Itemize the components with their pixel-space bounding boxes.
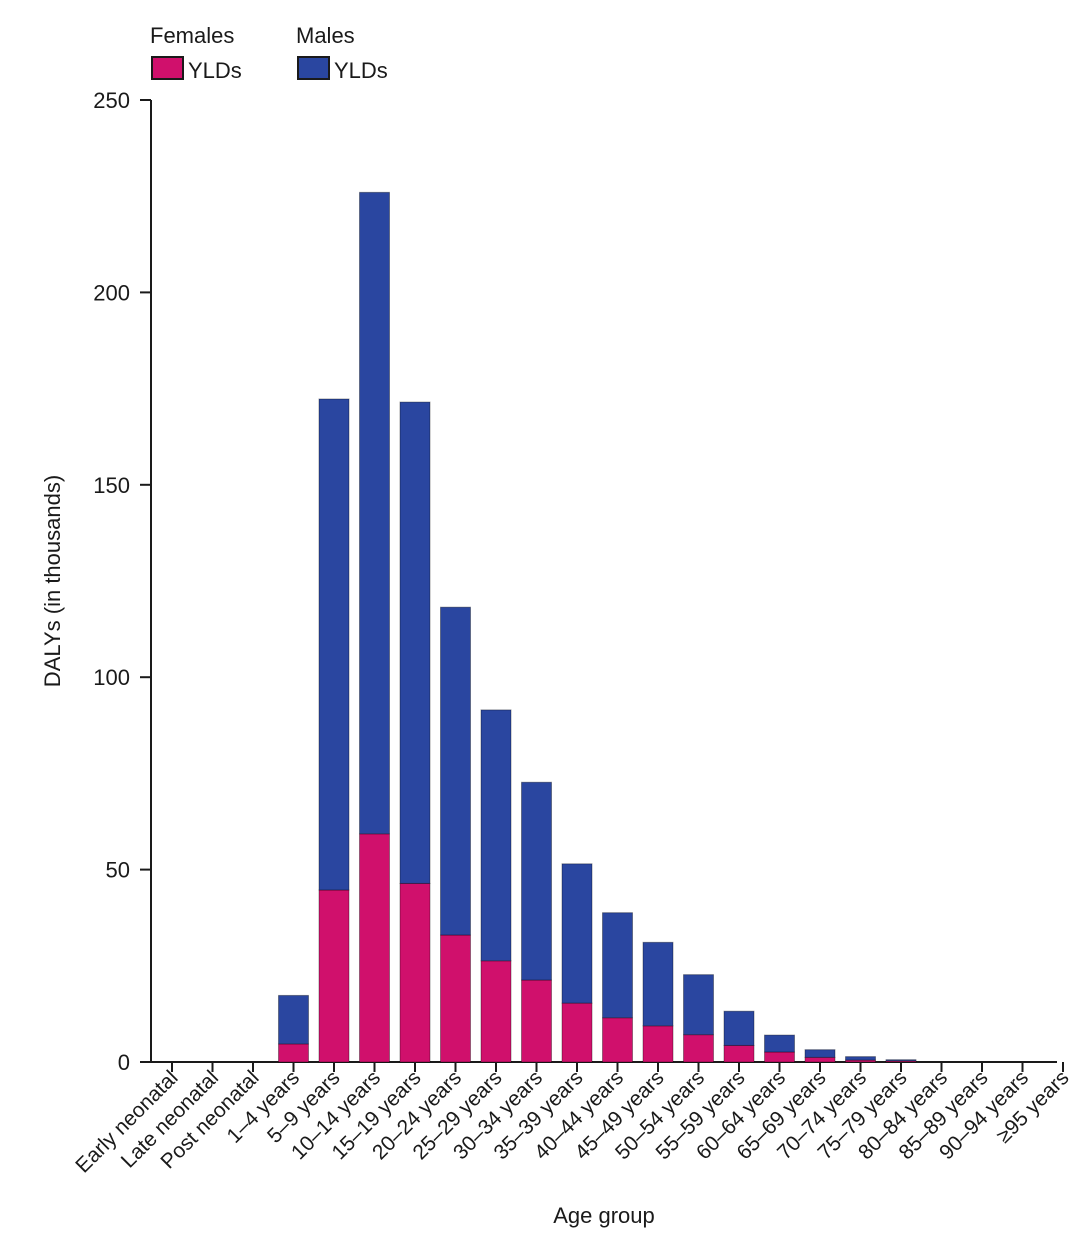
- bar-segment-females: [602, 1017, 633, 1063]
- legend-group-females: Females: [150, 23, 234, 48]
- bar-segment-males: [885, 1059, 917, 1062]
- bar-segment-males: [764, 1034, 795, 1053]
- bar-segment-females: [278, 1043, 309, 1063]
- bar-segment-females: [399, 882, 431, 1063]
- y-tick-label: 200: [93, 280, 130, 305]
- bar-segment-males: [440, 606, 471, 936]
- bar-segment-females: [561, 1002, 593, 1063]
- bars: [278, 191, 917, 1063]
- bar-segment-males: [480, 709, 512, 962]
- bar-segment-females: [642, 1025, 674, 1063]
- bar-segment-males: [561, 863, 593, 1004]
- bar-segment-females: [359, 833, 390, 1063]
- y-tick-label: 50: [106, 858, 130, 883]
- bar-segment-females: [480, 960, 512, 1063]
- bar-segment-males: [359, 191, 390, 835]
- legend-label-females-ylds: YLDs: [188, 58, 242, 83]
- bar-segment-males: [723, 1010, 755, 1046]
- bar-segment-males: [399, 401, 431, 884]
- bar-segment-males: [642, 941, 674, 1027]
- y-axis-ticks: 0 50 100 150 200 250: [93, 88, 151, 1075]
- bar-segment-males: [521, 781, 552, 981]
- bar-segment-males: [845, 1056, 876, 1061]
- bar-segment-females: [440, 934, 471, 1063]
- bar-segment-males: [602, 912, 633, 1019]
- bar-segment-males: [804, 1049, 836, 1058]
- y-tick-label: 100: [93, 665, 130, 690]
- legend-swatch-females: [151, 56, 184, 80]
- bar-segment-females: [764, 1051, 795, 1063]
- bar-segment-females: [521, 979, 552, 1063]
- y-axis-title: DALYs (in thousands): [40, 475, 65, 687]
- bar-segment-females: [804, 1056, 836, 1063]
- y-tick-label: 150: [93, 473, 130, 498]
- bar-segment-males: [278, 994, 309, 1045]
- legend-swatch-males: [297, 56, 330, 80]
- legend-group-males: Males: [296, 23, 355, 48]
- bar-segment-females: [723, 1044, 755, 1063]
- bar-segment-females: [683, 1034, 714, 1063]
- bar-segment-females: [318, 889, 350, 1063]
- bar-segment-males: [683, 974, 714, 1036]
- legend: Females Males YLDs YLDs: [150, 23, 388, 83]
- y-tick-label: 0: [118, 1050, 130, 1075]
- legend-label-males-ylds: YLDs: [334, 58, 388, 83]
- x-axis-title: Age group: [553, 1203, 655, 1228]
- y-tick-label: 250: [93, 88, 130, 113]
- bar-segment-males: [318, 398, 350, 891]
